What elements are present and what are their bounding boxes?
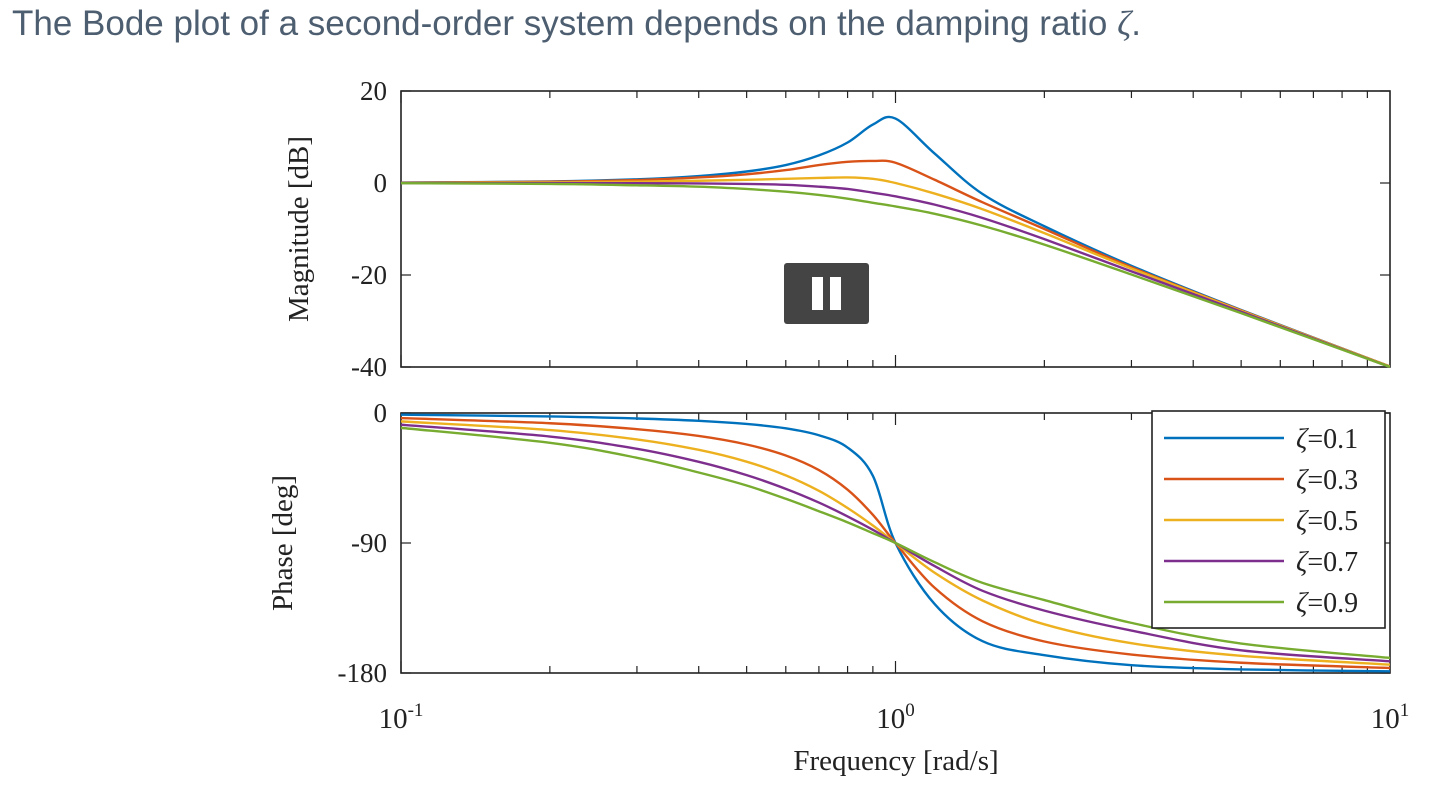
caption-end: . [1131, 4, 1142, 43]
magnitude-panel: 20 0 -20 -40 Magnitude [dB] [283, 76, 1391, 382]
legend: ζ=0.1 ζ=0.3 ζ=0.5 ζ=0.7 ζ=0.9 [1151, 410, 1386, 629]
magnitude-axes-frame [400, 90, 1391, 368]
phase-panel: 0 -90 -180 Phase [deg] 10-1 100 101 Frequency [… [267, 398, 1409, 777]
legend-entry: ζ=0.5 [1296, 506, 1358, 537]
series-line-ζ=0.3 [401, 159, 1390, 368]
y-tick-label: -20 [351, 260, 387, 290]
caption-text: The Bode plot of a second-order system d… [12, 4, 1118, 43]
x-tick-label: 100 [876, 700, 915, 735]
series-line-ζ=0.5 [401, 176, 1390, 368]
series-line-ζ=0.9 [401, 182, 1390, 369]
pause-icon-bar [830, 277, 841, 310]
series-line-ζ=0.1 [401, 413, 1390, 673]
caption: The Bode plot of a second-order system d… [12, 4, 1141, 44]
caption-symbol: ζ [1117, 4, 1132, 43]
y-tick-label: 0 [374, 398, 388, 428]
legend-entry: ζ=0.7 [1296, 547, 1358, 578]
pause-button[interactable] [784, 263, 869, 324]
magnitude-y-axis-label: Magnitude [dB] [283, 136, 315, 322]
series-line-ζ=0.7 [401, 423, 1390, 663]
y-tick-label: 0 [374, 168, 388, 198]
y-tick-label: -180 [338, 658, 388, 688]
x-tick-label: 101 [1371, 700, 1410, 735]
y-tick-label: 20 [360, 76, 387, 106]
legend-entry: ζ=0.3 [1296, 465, 1358, 496]
phase-lines [401, 413, 1390, 673]
pause-icon [812, 277, 823, 310]
legend-entry: ζ=0.1 [1296, 424, 1358, 455]
series-line-ζ=0.5 [401, 420, 1390, 666]
series-line-ζ=0.9 [401, 426, 1390, 660]
legend-entry: ζ=0.9 [1296, 588, 1358, 619]
x-tick-label: 10-1 [379, 700, 424, 735]
magnitude-lines [401, 115, 1390, 369]
series-line-ζ=0.3 [401, 416, 1390, 670]
series-line-ζ=0.7 [401, 181, 1390, 369]
phase-y-axis-label: Phase [deg] [267, 475, 299, 611]
y-tick-label: -90 [351, 528, 387, 558]
series-line-ζ=0.1 [401, 115, 1390, 368]
y-tick-label: -40 [351, 352, 387, 382]
x-axis-label: Frequency [rad/s] [793, 745, 998, 777]
